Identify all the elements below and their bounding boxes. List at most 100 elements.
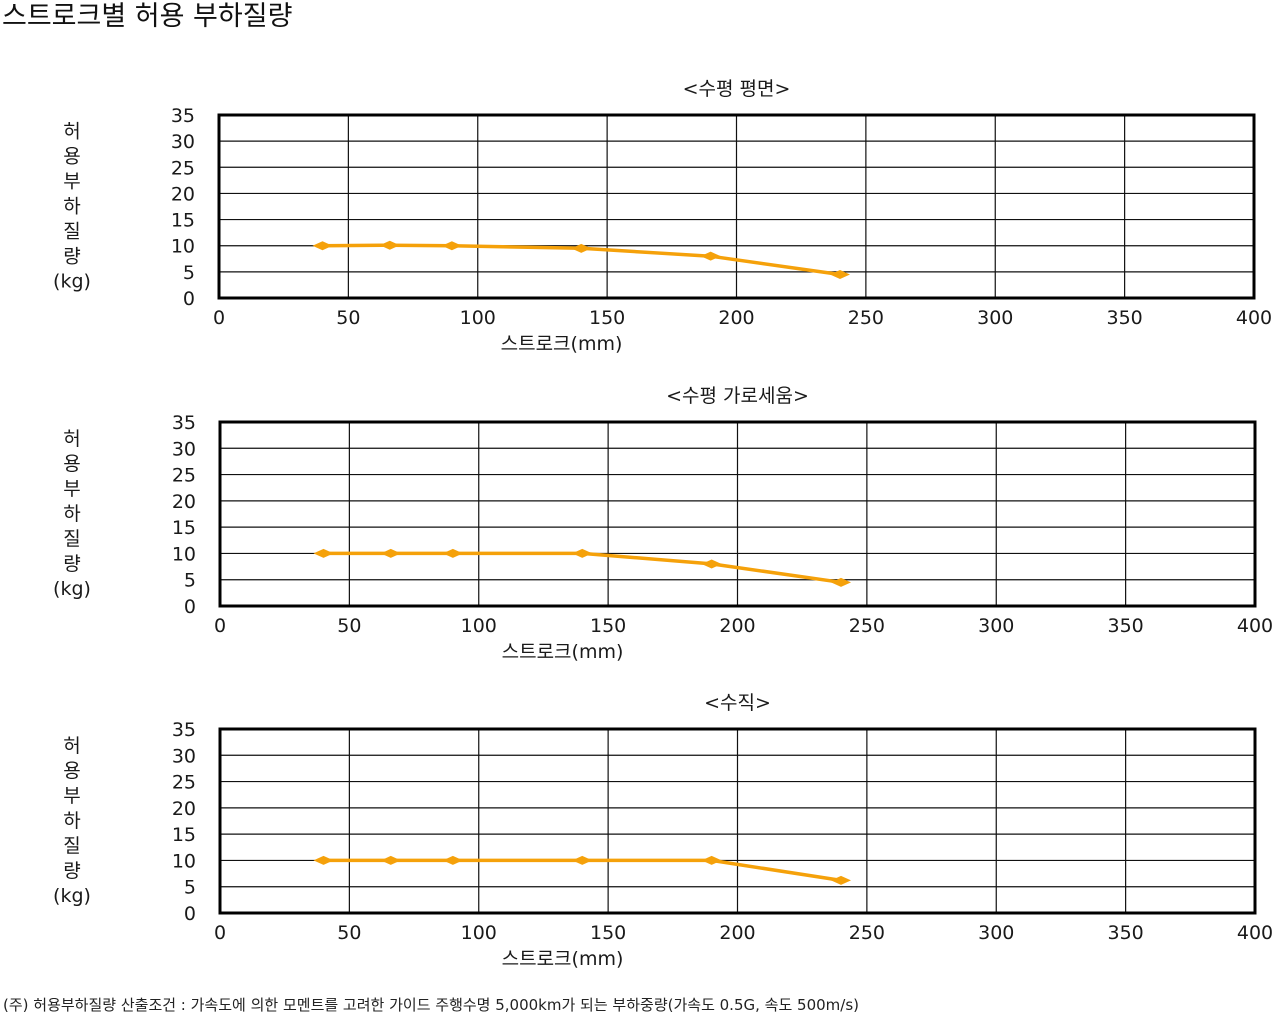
data-point	[830, 269, 850, 279]
y-axis-label: 부	[63, 478, 80, 500]
series-line	[320, 243, 842, 277]
y-tick-label: 10	[171, 236, 195, 258]
y-tick-label: 0	[183, 288, 195, 310]
y-axis-label: 부	[63, 785, 80, 807]
y-axis-label: 량	[63, 246, 80, 268]
y-axis-label: (kg)	[53, 578, 91, 600]
y-axis-label: (kg)	[53, 885, 91, 907]
y-axis-label: 용	[63, 453, 80, 475]
x-tick-label: 150	[589, 307, 625, 329]
y-tick-label: 35	[171, 105, 195, 127]
y-tick-label: 30	[171, 131, 195, 153]
y-axis-label: 허	[63, 428, 80, 450]
y-tick-label: 10	[172, 850, 196, 872]
plot-frame	[217, 113, 1256, 300]
x-tick-label: 100	[461, 615, 497, 637]
y-axis-label: 하	[63, 196, 80, 218]
data-point	[700, 251, 721, 261]
x-tick-label: 50	[336, 307, 360, 329]
y-tick-label: 10	[172, 543, 196, 565]
x-tick-label: 0	[213, 307, 225, 329]
x-tick-label: 200	[719, 922, 755, 944]
chart-title: <수평 가로세움>	[666, 385, 809, 407]
x-tick-label: 50	[337, 922, 361, 944]
data-point	[313, 548, 334, 558]
x-tick-label: 250	[849, 922, 885, 944]
x-tick-label: 0	[214, 615, 226, 637]
x-tick-label: 150	[590, 922, 626, 944]
data-point	[441, 241, 462, 251]
x-tick-label: 250	[849, 615, 885, 637]
chart-title: <수평 평면>	[683, 78, 791, 100]
y-axis-label: 부	[63, 171, 80, 193]
y-axis-label: 용	[63, 146, 80, 168]
plot-frame	[218, 420, 1257, 608]
y-tick-label: 25	[172, 465, 196, 487]
x-tick-label: 250	[848, 307, 884, 329]
data-point	[831, 577, 851, 587]
y-axis-label: 질	[63, 221, 80, 243]
y-tick-label: 25	[171, 157, 195, 179]
data-point	[701, 559, 722, 569]
y-tick-label: 5	[184, 877, 196, 899]
y-tick-label: 15	[171, 210, 195, 232]
page-title: 스트로크별 허용 부하질량	[2, 1, 293, 32]
x-tick-label: 200	[719, 615, 755, 637]
data-point	[572, 855, 593, 865]
y-tick-label: 20	[172, 798, 196, 820]
x-tick-label: 200	[718, 307, 754, 329]
y-tick-label: 15	[172, 824, 196, 846]
data-point	[572, 548, 593, 558]
y-tick-label: 5	[183, 262, 195, 284]
data-point	[380, 855, 401, 865]
y-tick-label: 35	[172, 412, 196, 434]
x-tick-label: 300	[977, 307, 1013, 329]
x-tick-label: 400	[1237, 922, 1273, 944]
y-axis-label: 하	[63, 810, 80, 832]
x-tick-label: 100	[460, 307, 496, 329]
y-axis-label: 하	[63, 503, 80, 525]
x-tick-label: 300	[978, 922, 1014, 944]
y-tick-label: 25	[172, 772, 196, 794]
x-tick-label: 100	[461, 922, 497, 944]
x-axis-label: 스트로크(mm)	[502, 948, 624, 970]
y-tick-label: 35	[172, 719, 196, 741]
y-tick-label: 30	[172, 438, 196, 460]
x-tick-label: 300	[978, 615, 1014, 637]
y-tick-label: 5	[184, 570, 196, 592]
series-line	[321, 551, 843, 585]
y-axis-label: 용	[63, 760, 80, 782]
x-axis-label: 스트로크(mm)	[502, 641, 624, 663]
x-tick-label: 400	[1237, 615, 1273, 637]
y-axis-label: 허	[63, 735, 80, 757]
y-tick-label: 0	[184, 596, 196, 618]
x-tick-label: 50	[337, 615, 361, 637]
y-axis-label: 질	[63, 528, 80, 550]
y-tick-label: 20	[171, 183, 195, 205]
y-axis-label: 질	[63, 835, 80, 857]
data-point	[379, 240, 400, 250]
data-point	[380, 548, 401, 558]
x-tick-label: 0	[214, 922, 226, 944]
data-point	[831, 875, 851, 885]
chart-title: <수직>	[704, 692, 771, 714]
data-point	[313, 855, 334, 865]
data-point	[701, 855, 722, 865]
y-tick-label: 15	[172, 517, 196, 539]
y-tick-label: 0	[184, 903, 196, 925]
data-point	[571, 243, 592, 253]
data-point	[442, 855, 463, 865]
data-point	[442, 548, 463, 558]
y-axis-label: 량	[63, 553, 80, 575]
x-tick-label: 350	[1106, 307, 1142, 329]
series-line	[321, 858, 843, 883]
y-tick-label: 20	[172, 491, 196, 513]
y-axis-label: 허	[63, 121, 80, 143]
data-point	[312, 241, 333, 251]
x-tick-label: 400	[1236, 307, 1272, 329]
y-axis-label: 량	[63, 860, 80, 882]
